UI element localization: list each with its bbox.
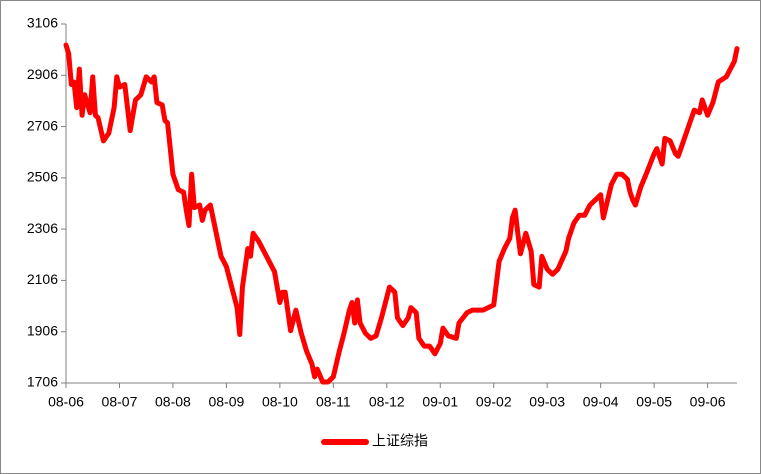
x-tick-label: 09-05 <box>636 394 672 410</box>
y-tick-label: 2906 <box>27 66 58 82</box>
y-tick-label: 1706 <box>27 374 58 390</box>
x-tick-label: 09-06 <box>690 394 726 410</box>
x-tick-label: 08-09 <box>208 394 244 410</box>
y-tick-label: 3106 <box>27 15 58 31</box>
x-tick-label: 09-01 <box>422 394 458 410</box>
x-tick-label: 08-10 <box>262 394 298 410</box>
x-tick-label: 08-07 <box>102 394 138 410</box>
x-tick-label: 08-12 <box>369 394 405 410</box>
y-tick-label: 1906 <box>27 322 58 338</box>
y-tick-label: 2106 <box>27 271 58 287</box>
x-tick-label: 08-06 <box>48 394 84 410</box>
x-tick-label: 08-08 <box>155 394 191 410</box>
legend-label: 上证综指 <box>372 433 428 449</box>
x-tick-label: 09-04 <box>583 394 619 410</box>
x-tick-label: 09-02 <box>476 394 512 410</box>
x-tick-label: 08-11 <box>316 394 351 410</box>
y-tick-label: 2506 <box>27 169 58 185</box>
line <box>63 42 740 385</box>
x-tick-label: 09-03 <box>529 394 565 410</box>
y-tick-label: 2306 <box>27 220 58 236</box>
y-tick-label: 2706 <box>27 117 58 133</box>
